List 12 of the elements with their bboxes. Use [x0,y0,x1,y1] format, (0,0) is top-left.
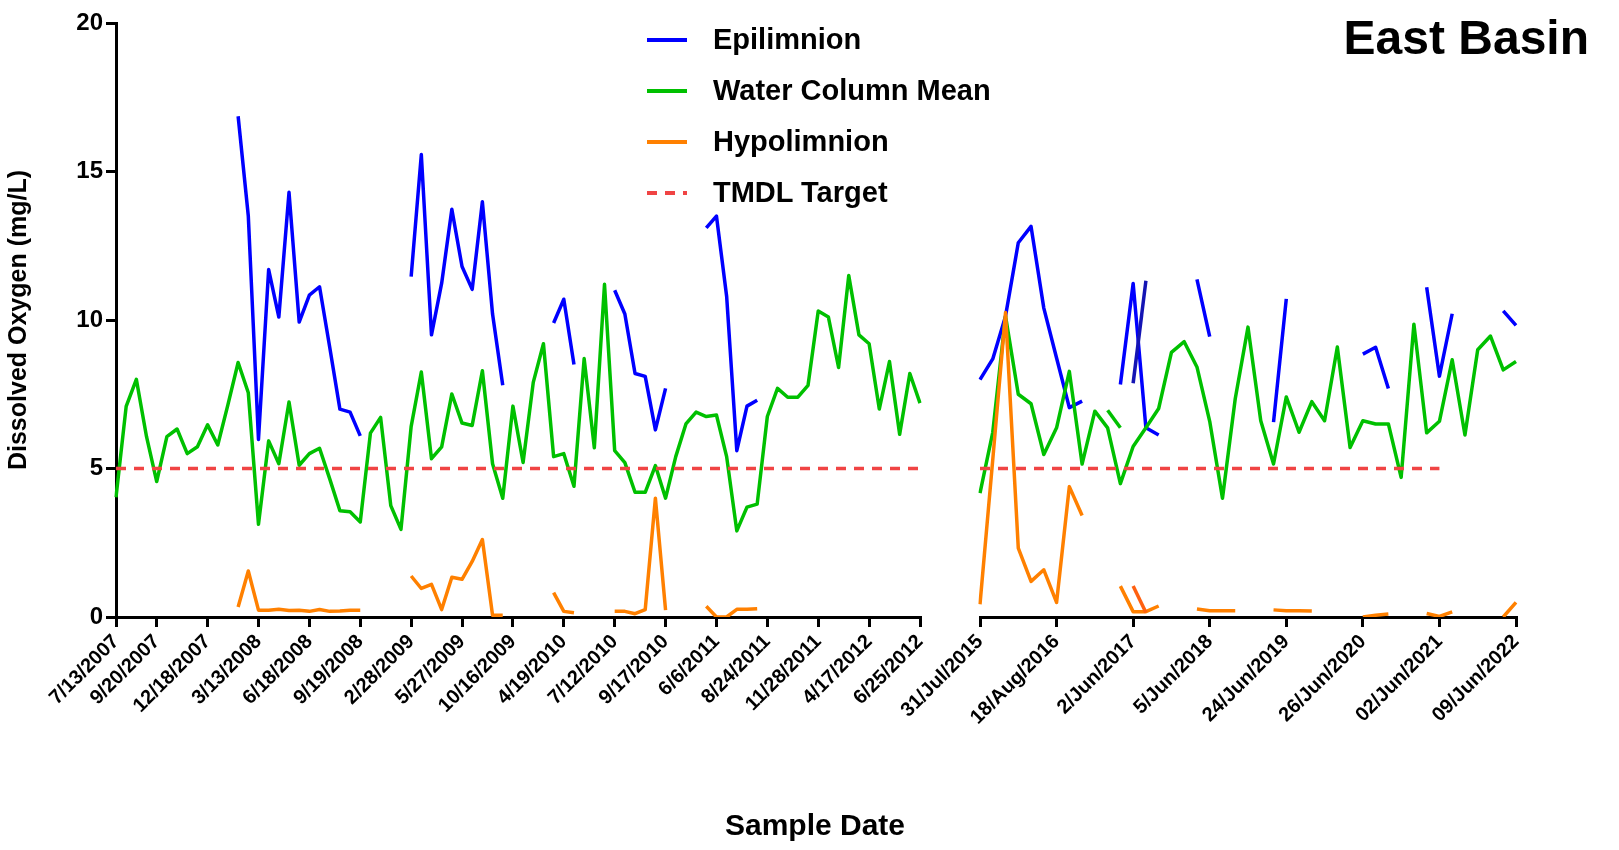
legend-label: Epilimnion [713,23,862,56]
y-tick-label: 20 [76,7,103,35]
legend-label: Water Column Mean [713,74,991,107]
legend-label: Hypolimnion [713,125,889,158]
legend-label: TMDL Target [713,176,888,209]
y-tick-label: 15 [76,156,103,184]
y-tick-label: 10 [76,304,103,332]
chart-title: East Basin [1343,10,1589,65]
y-tick-label: 0 [89,601,103,629]
y-axis-title: Dissolved Oxygen (mg/L) [2,169,31,471]
x-axis-title: Sample Date [723,808,907,842]
y-tick-label: 5 [89,453,103,481]
